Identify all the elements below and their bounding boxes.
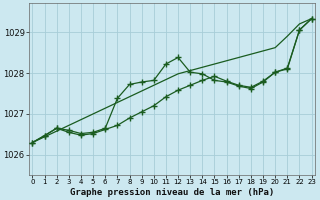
X-axis label: Graphe pression niveau de la mer (hPa): Graphe pression niveau de la mer (hPa) bbox=[70, 188, 274, 197]
